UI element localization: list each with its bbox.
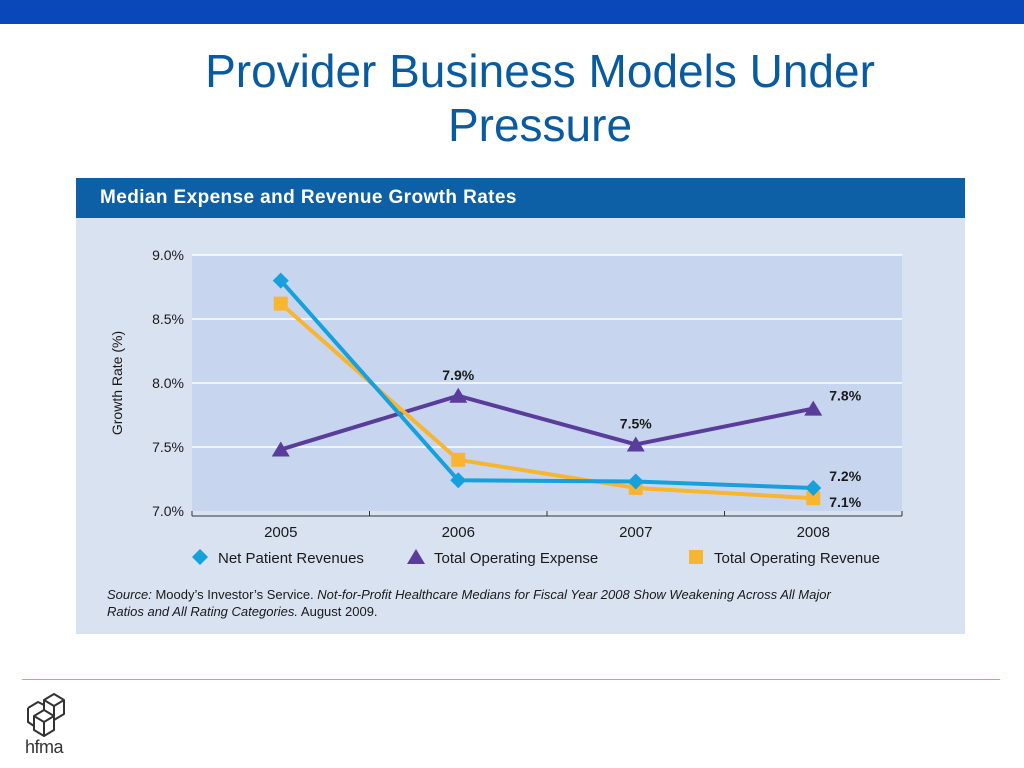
square-point: [451, 452, 466, 467]
y-tick-label: 9.0%: [152, 247, 184, 263]
x-tick-label: 2007: [619, 524, 652, 541]
data-label: 7.9%: [442, 367, 474, 383]
y-tick-label: 7.0%: [152, 503, 184, 519]
x-tick-label: 2005: [264, 524, 297, 541]
legend-label: Net Patient Revenues: [218, 550, 364, 567]
hfma-cube-logo-icon: [27, 693, 65, 737]
diamond-point: [272, 272, 289, 289]
source-note: Source: Moody’s Investor’s Service. Not-…: [107, 586, 847, 620]
series-line-triangle: [280, 393, 814, 452]
footer-divider: [22, 679, 1000, 680]
data-label: 7.1%: [829, 494, 861, 510]
source-report-title: Not-for-Profit Healthcare Medians for Fi…: [107, 587, 831, 619]
source-publisher: Moody’s Investor’s Service.: [155, 587, 314, 602]
slide-title: Provider Business Models Under Pressure: [205, 45, 875, 151]
series-line-diamond: [279, 279, 814, 490]
diamond-point: [627, 473, 644, 490]
triangle-point: [271, 441, 290, 457]
x-tick-label: 2008: [797, 524, 830, 541]
chart-panel: Median Expense and Revenue Growth Rates …: [76, 178, 965, 634]
legend-label: Total Operating Revenue: [714, 550, 880, 567]
source-prefix: Source:: [107, 587, 152, 602]
y-axis-label: Growth Rate (%): [109, 331, 125, 435]
square-point: [806, 491, 821, 506]
data-label: 7.8%: [829, 388, 861, 404]
y-tick-label: 8.0%: [152, 375, 184, 391]
y-tick-label: 7.5%: [152, 439, 184, 455]
legend-marker-triangle: [407, 549, 425, 564]
top-banner-bar: [0, 0, 1024, 24]
chart-panel-header: Median Expense and Revenue Growth Rates: [76, 178, 965, 218]
source-date: August 2009.: [300, 604, 378, 619]
legend-label: Total Operating Expense: [434, 550, 598, 567]
legend-marker-square: [689, 550, 703, 564]
triangle-point: [626, 436, 645, 452]
triangle-point: [804, 400, 823, 416]
diamond-point: [450, 472, 467, 489]
data-label: 7.2%: [829, 468, 861, 484]
line-chart: 7.0% 7.5% 8.0% 8.5% 9.0% Growth Rate (%) 2005 2…: [109, 247, 903, 567]
data-label: 7.5%: [620, 415, 652, 431]
triangle-point: [449, 387, 468, 403]
diamond-point: [805, 479, 822, 496]
y-tick-label: 8.5%: [152, 311, 184, 327]
legend-marker-diamond: [192, 549, 208, 565]
square-point: [273, 296, 288, 311]
hfma-logo-text: hfma: [25, 737, 64, 757]
x-tick-label: 2006: [442, 524, 475, 541]
chart-title: Median Expense and Revenue Growth Rates: [100, 187, 517, 208]
